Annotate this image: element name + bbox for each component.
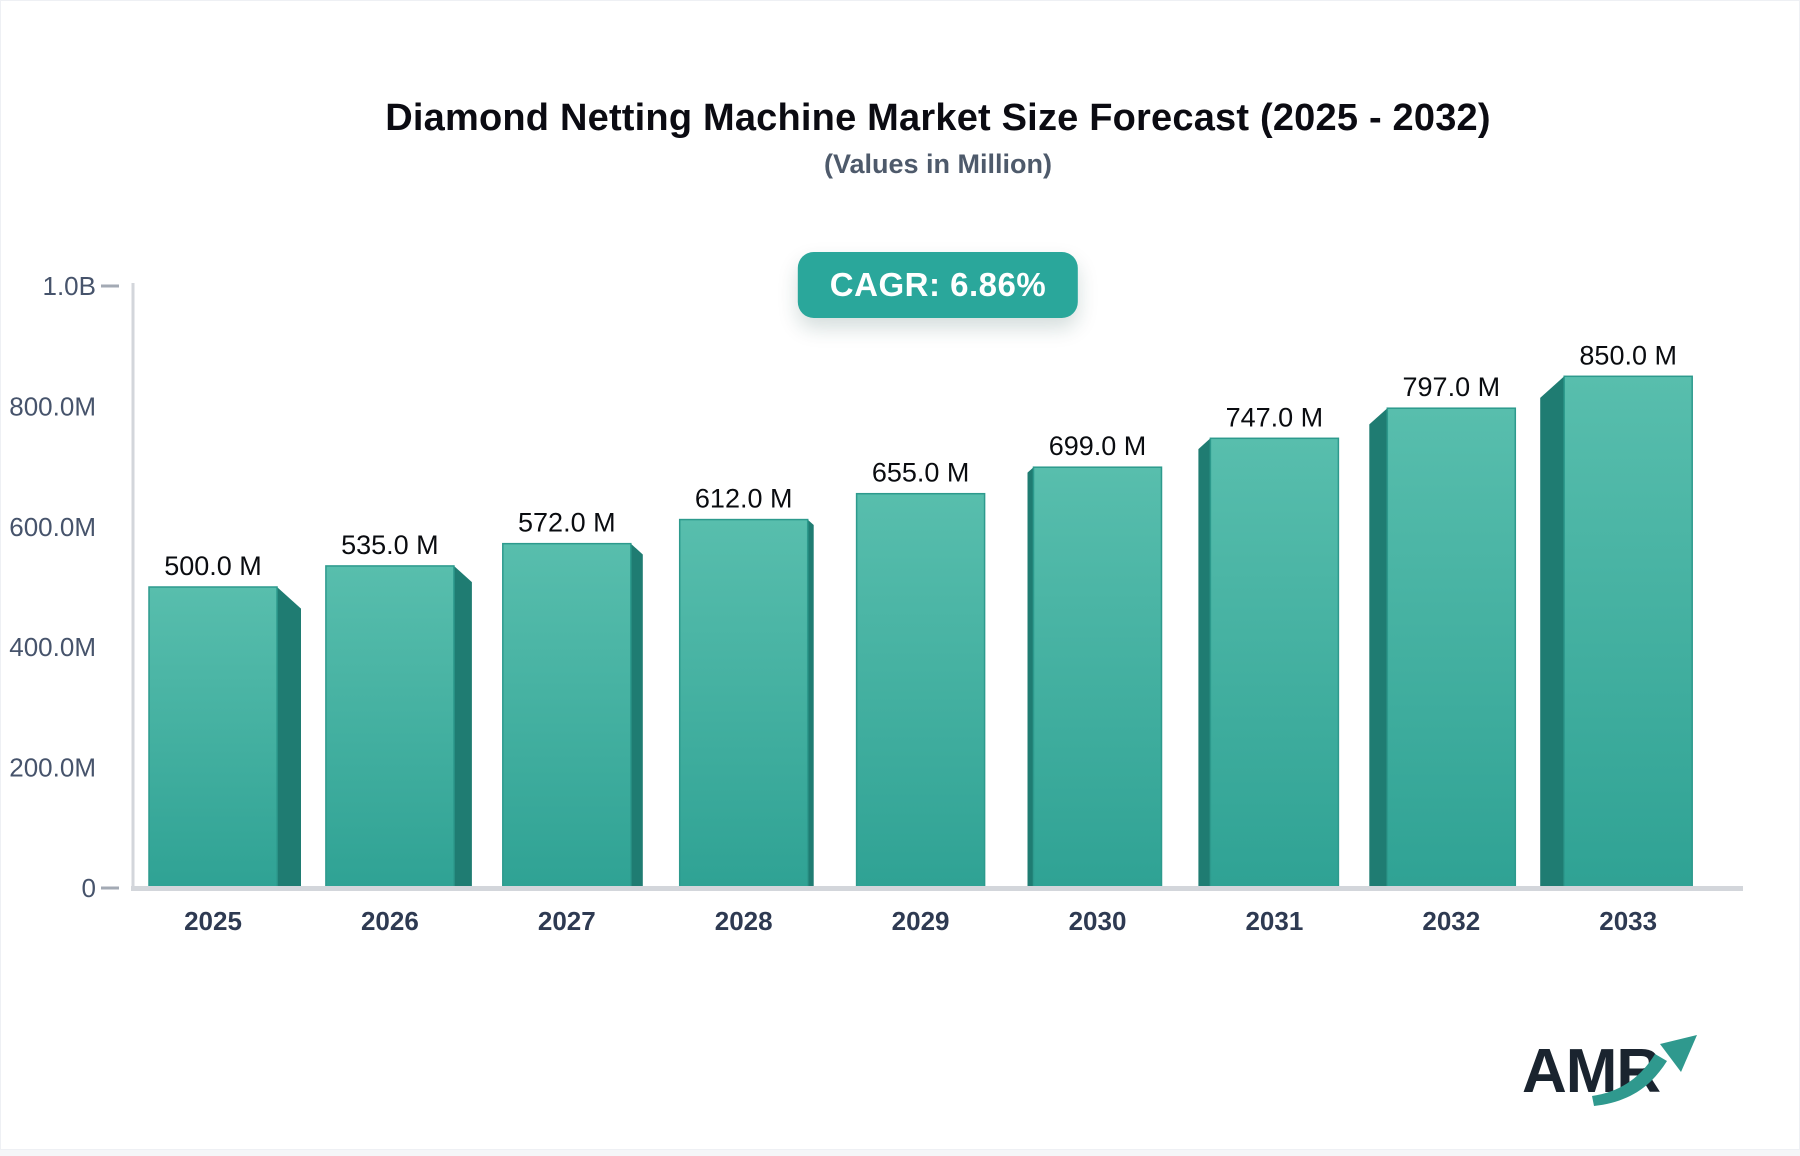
bar-front-face [1209, 437, 1340, 889]
x-tick-label-2026: 2026 [361, 906, 419, 936]
x-tick-label-2030: 2030 [1069, 906, 1127, 936]
bar-side-face [1198, 438, 1211, 886]
bar-front-face [1563, 375, 1693, 889]
bar-front-face [148, 586, 278, 889]
bar-front-face [678, 518, 809, 889]
y-tick-label-800.0M: 800.0M [9, 391, 96, 421]
value-label-2026: 535.0 M [341, 530, 439, 560]
value-label-2030: 699.0 M [1049, 431, 1147, 461]
bar-front-face [855, 492, 986, 889]
amr-logo-text: AMR [1522, 1037, 1660, 1106]
bar-side-face [1369, 408, 1388, 886]
bar-side-face [1540, 376, 1565, 886]
cagr-badge: CAGR: 6.86% [797, 252, 1079, 318]
chart-title: Diamond Netting Machine Market Size Fore… [385, 97, 1491, 139]
x-tick-label-2028: 2028 [715, 906, 773, 936]
value-label-2028: 612.0 M [695, 484, 793, 514]
bar-group-2028[interactable] [678, 518, 814, 889]
value-label-2032: 797.0 M [1403, 372, 1501, 402]
bar-front-face [325, 565, 455, 889]
bar-front-face [1032, 466, 1163, 889]
x-tick-label-2031: 2031 [1245, 906, 1303, 936]
value-label-2033: 850.0 M [1579, 340, 1677, 370]
bar-group-2033[interactable] [1540, 375, 1693, 889]
x-tick-label-2029: 2029 [892, 906, 950, 936]
chart-subtitle: (Values in Million) [823, 149, 1053, 179]
x-axis-line [131, 886, 1743, 891]
x-tick-label-2032: 2032 [1422, 906, 1480, 936]
value-label-2025: 500.0 M [164, 551, 262, 581]
y-tick-label-600.0M: 600.0M [9, 512, 96, 542]
growth-arrow-head-icon [1660, 1035, 1697, 1072]
y-tick-label-0: 0 [82, 873, 96, 903]
bar-side-face [277, 587, 301, 886]
y-tick-label-200.0M: 200.0M [9, 753, 96, 783]
amr-logo: AMR [1522, 1035, 1697, 1106]
bar-side-face [630, 543, 643, 886]
value-label-2029: 655.0 M [872, 458, 970, 488]
x-tick-label-2025: 2025 [184, 906, 242, 936]
bar-group-2025[interactable] [148, 586, 301, 889]
growth-arrow-icon [1592, 1054, 1667, 1106]
bar-group-2030[interactable] [1027, 466, 1163, 889]
bar-side-face [1027, 467, 1034, 886]
value-label-2031: 747.0 M [1226, 402, 1324, 432]
y-tick-label-1.0B: 1.0B [43, 271, 97, 301]
bar-group-2032[interactable] [1369, 407, 1517, 889]
bar-front-face [1386, 407, 1517, 889]
bar-group-2027[interactable] [502, 542, 643, 889]
bar-side-face [453, 565, 472, 886]
y-tick-label-400.0M: 400.0M [9, 632, 96, 662]
bar-group-2026[interactable] [325, 565, 472, 889]
value-label-2027: 572.0 M [518, 508, 616, 538]
bar-side-face [807, 519, 814, 886]
bar-group-2029[interactable] [855, 492, 986, 889]
bar-front-face [502, 542, 632, 889]
bar-group-2031[interactable] [1198, 437, 1340, 889]
x-tick-label-2027: 2027 [538, 906, 596, 936]
x-tick-label-2033: 2033 [1599, 906, 1657, 936]
